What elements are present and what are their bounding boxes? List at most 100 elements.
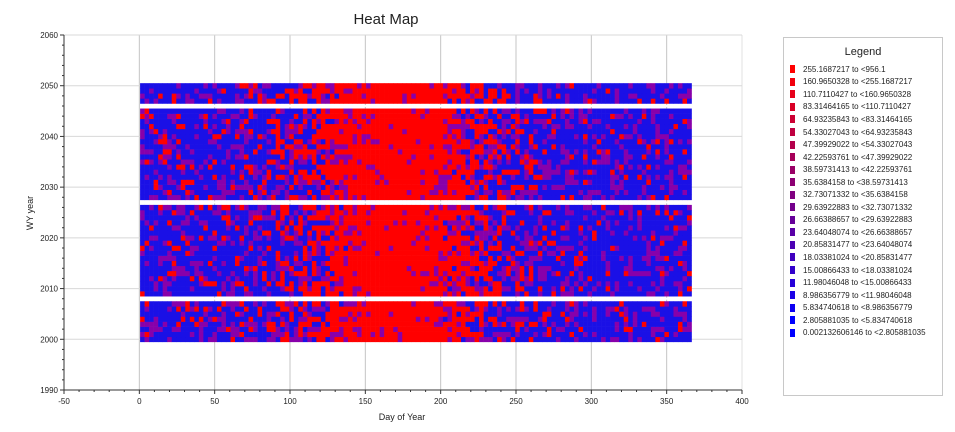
heatmap-cell — [388, 230, 394, 236]
heatmap-cell — [411, 280, 417, 287]
heatmap-cell — [320, 169, 326, 175]
heatmap-cell — [583, 204, 588, 211]
heatmap-cell — [659, 204, 665, 211]
heatmap-cell — [605, 184, 611, 190]
heatmap-cell — [542, 245, 548, 251]
heatmap-cell — [280, 280, 286, 287]
heatmap-cell — [397, 184, 403, 190]
heatmap-cell — [302, 179, 308, 185]
heatmap-cell — [171, 331, 177, 338]
heatmap-cell — [158, 275, 163, 282]
heatmap-cell — [329, 179, 335, 185]
heatmap-cell — [302, 123, 308, 130]
heatmap-cell — [632, 174, 638, 180]
heatmap-cell — [239, 184, 245, 190]
heatmap-cell — [244, 169, 249, 175]
heatmap-cell — [488, 133, 493, 140]
heatmap-cell — [646, 245, 652, 251]
heatmap-cell — [194, 336, 200, 343]
heatmap-cell — [447, 250, 453, 256]
heatmap-cell — [393, 133, 399, 140]
heatmap-cell — [221, 245, 227, 251]
heatmap-cell — [144, 331, 150, 338]
heatmap-cell — [451, 286, 457, 292]
heatmap-cell — [420, 149, 426, 155]
heatmap-cell — [533, 270, 539, 277]
heatmap-cell — [244, 230, 249, 236]
heatmap-cell — [619, 280, 625, 287]
heatmap-cell — [411, 240, 417, 246]
heatmap-cell — [225, 291, 231, 297]
heatmap-cell — [230, 174, 236, 180]
heatmap-cell — [424, 240, 430, 246]
heatmap-cell — [461, 159, 466, 165]
heatmap-cell — [162, 326, 168, 332]
heatmap-cell — [176, 326, 182, 332]
heatmap-cell — [194, 306, 200, 312]
heatmap-cell — [140, 260, 145, 267]
heatmap-cell — [198, 154, 204, 160]
heatmap-cell — [149, 179, 154, 185]
heatmap-cell — [560, 194, 566, 201]
heatmap-cell — [357, 311, 362, 317]
heatmap-cell — [334, 260, 340, 267]
heatmap-cell — [668, 280, 674, 287]
heatmap-cell — [262, 123, 267, 130]
heatmap-cell — [180, 336, 186, 343]
heatmap-cell — [153, 128, 159, 135]
heatmap-cell — [682, 149, 688, 155]
heatmap-cell — [551, 301, 557, 307]
heatmap-cell — [415, 179, 421, 185]
heatmap-cell — [605, 336, 611, 343]
heatmap-cell — [488, 230, 493, 236]
heatmap-cell — [402, 194, 408, 201]
heatmap-cell — [248, 128, 254, 135]
heatmap-cell — [352, 255, 358, 261]
heatmap-cell — [144, 255, 150, 261]
heatmap-cell — [574, 204, 579, 211]
heatmap-cell — [158, 230, 163, 236]
heatmap-cell — [235, 169, 240, 175]
heatmap-cell — [343, 123, 349, 130]
heatmap-cell — [334, 240, 340, 246]
heatmap-cell — [348, 138, 353, 145]
heatmap-cell — [546, 169, 552, 175]
heatmap-cell — [379, 164, 385, 170]
heatmap-cell — [578, 336, 584, 343]
heatmap-cell — [488, 179, 493, 185]
heatmap-cell — [555, 331, 561, 338]
heatmap-cell — [461, 311, 466, 317]
heatmap-cell — [189, 291, 195, 297]
heatmap-cell — [212, 189, 218, 196]
heatmap-cell — [659, 138, 665, 145]
heatmap-cell — [248, 164, 254, 170]
heatmap-cell — [266, 260, 272, 267]
heatmap-cell — [510, 133, 516, 140]
heatmap-cell — [641, 138, 647, 145]
heatmap-cell — [524, 336, 530, 343]
heatmap-cell — [619, 184, 625, 190]
heatmap-cell — [433, 164, 439, 170]
heatmap-cell — [537, 123, 543, 130]
heatmap-cell — [253, 123, 258, 130]
heatmap-cell — [420, 255, 426, 261]
heatmap-cell — [574, 174, 579, 180]
heatmap-cell — [492, 174, 498, 180]
heatmap-cell — [610, 265, 615, 272]
heatmap-cell — [465, 265, 471, 272]
heatmap-cell — [289, 245, 295, 251]
heatmap-cell — [189, 336, 195, 343]
heatmap-cell — [470, 240, 475, 246]
heatmap-cell — [497, 184, 502, 190]
heatmap-cell — [244, 255, 249, 261]
heatmap-cell — [447, 235, 453, 241]
heatmap-cell — [384, 209, 389, 216]
heatmap-cell — [171, 306, 177, 312]
heatmap-cell — [492, 270, 498, 277]
heatmap-cell — [479, 306, 484, 312]
heatmap-cell — [488, 235, 493, 241]
heatmap-cell — [433, 245, 439, 251]
heatmap-cell — [578, 250, 584, 256]
heatmap-cell — [402, 169, 408, 175]
heatmap-cell — [479, 316, 484, 322]
